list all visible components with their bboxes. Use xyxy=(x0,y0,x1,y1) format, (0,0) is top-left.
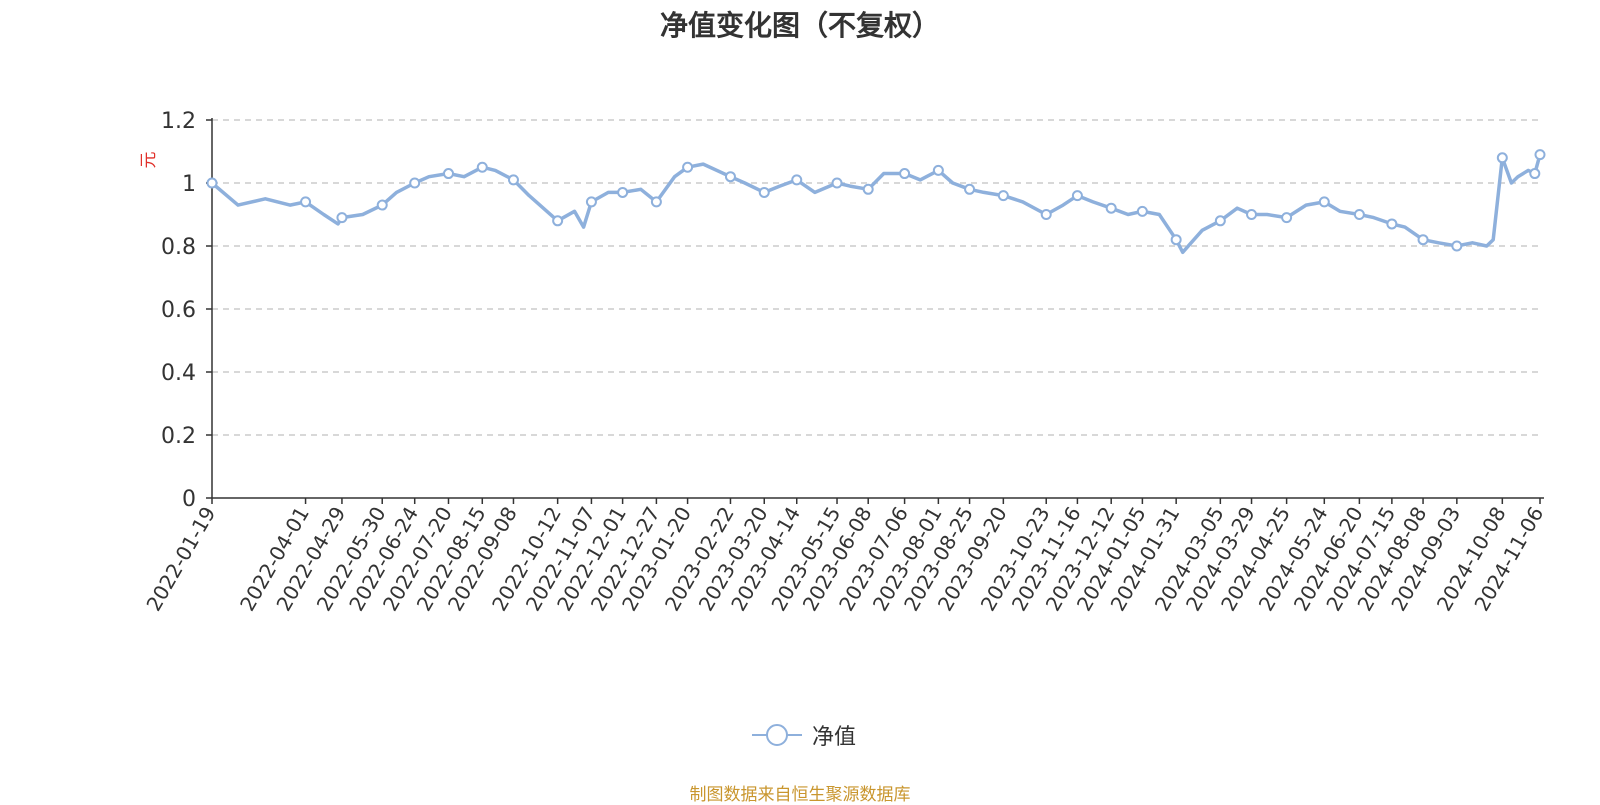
data-point[interactable] xyxy=(1214,215,1226,227)
data-point[interactable] xyxy=(617,186,629,198)
data-point[interactable] xyxy=(1071,190,1083,202)
data-point[interactable] xyxy=(1386,218,1398,230)
data-point[interactable] xyxy=(899,168,911,180)
data-point[interactable] xyxy=(831,177,843,189)
y-tick-label: 1 xyxy=(182,172,196,197)
data-point[interactable] xyxy=(932,164,944,176)
data-point[interactable] xyxy=(724,171,736,183)
data-point[interactable] xyxy=(1353,209,1365,220)
x-tick-label: 2022-01-19 xyxy=(141,503,220,616)
legend-label-nav: 净值 xyxy=(812,725,857,750)
data-point[interactable] xyxy=(1451,240,1463,252)
y-axis-label: 元 xyxy=(139,152,159,169)
data-point[interactable] xyxy=(409,177,421,189)
data-point[interactable] xyxy=(1417,234,1429,246)
data-point[interactable] xyxy=(1170,234,1182,246)
grid-lines xyxy=(212,119,1540,436)
legend-line-icon xyxy=(752,724,802,746)
y-tick-label: 1.2 xyxy=(161,109,196,134)
series-layer xyxy=(206,149,1546,255)
data-point[interactable] xyxy=(758,186,770,198)
data-point[interactable] xyxy=(206,177,218,189)
data-point[interactable] xyxy=(1318,196,1330,208)
data-point[interactable] xyxy=(650,196,662,208)
y-tick-label: 0.4 xyxy=(161,361,196,386)
data-point[interactable] xyxy=(336,212,348,224)
data-point[interactable] xyxy=(964,183,976,195)
data-point[interactable] xyxy=(1281,212,1293,224)
data-point[interactable] xyxy=(1040,209,1052,220)
data-point[interactable] xyxy=(1105,202,1117,214)
data-point[interactable] xyxy=(376,199,388,211)
y-tick-label: 0 xyxy=(182,487,196,512)
data-point[interactable] xyxy=(300,196,312,208)
data-point[interactable] xyxy=(1529,168,1541,180)
legend[interactable]: 净值 xyxy=(752,720,856,750)
data-point[interactable] xyxy=(1496,152,1508,164)
source-note: 制图数据来自恒生聚源数据库 xyxy=(689,785,911,805)
data-point[interactable] xyxy=(476,161,488,173)
data-point[interactable] xyxy=(1136,205,1148,217)
data-point[interactable] xyxy=(552,215,564,227)
data-point[interactable] xyxy=(997,190,1009,202)
series-line-nav xyxy=(210,154,1542,255)
data-point[interactable] xyxy=(442,168,454,180)
data-point[interactable] xyxy=(1534,149,1546,161)
data-point[interactable] xyxy=(862,183,874,195)
data-point[interactable] xyxy=(585,196,597,208)
data-point[interactable] xyxy=(1246,209,1258,220)
data-point[interactable] xyxy=(791,174,803,186)
y-tick-label: 0.8 xyxy=(161,235,196,260)
y-tick-label: 0.2 xyxy=(161,424,196,449)
data-point[interactable] xyxy=(507,174,519,186)
chart-title: 净值变化图（不复权） xyxy=(659,9,940,42)
y-tick-label: 0.6 xyxy=(161,298,196,323)
data-point[interactable] xyxy=(682,161,694,173)
